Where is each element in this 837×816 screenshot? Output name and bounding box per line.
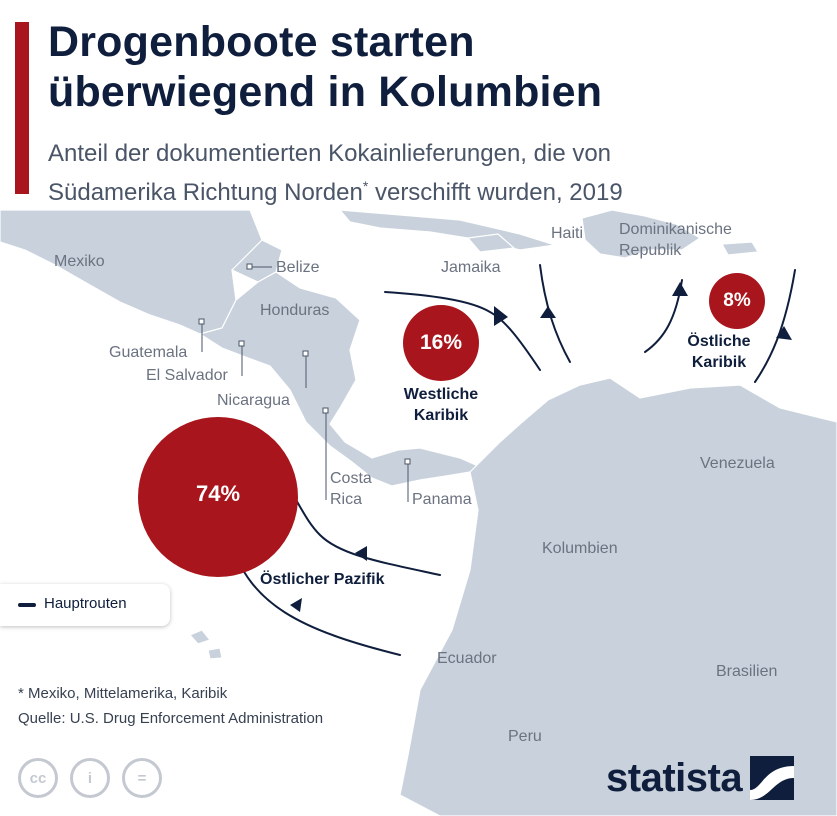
map: Mexiko Belize Honduras Guatemala El Salv… (0, 210, 837, 816)
label-nicaragua: Nicaragua (217, 392, 290, 409)
label-dominikanische: Dominikanische (619, 221, 732, 238)
label-honduras: Honduras (260, 302, 330, 319)
statista-logo-svg (750, 766, 795, 800)
page-title: Drogenboote starten überwiegend in Kolum… (48, 17, 828, 117)
land-galapagos-2 (207, 647, 223, 660)
label-peru: Peru (508, 728, 542, 745)
by-icon[interactable]: i (70, 758, 110, 798)
marker-panama (404, 458, 411, 465)
statista-brand[interactable]: statista (606, 752, 795, 804)
land-jamaica (466, 233, 516, 253)
legend-route-swatch (18, 603, 36, 607)
marker-nicaragua (302, 350, 309, 357)
statista-logo-icon (750, 756, 795, 800)
route-pacific-2 (287, 487, 441, 576)
marker-belize (246, 263, 253, 270)
land-puerto-rico (721, 241, 760, 256)
bubble-oestliche-karibik: 8% (709, 273, 765, 329)
label-panama: Panama (412, 491, 472, 508)
label-route-karibik-west: Karibik (413, 407, 469, 424)
land-mexico (0, 210, 263, 335)
title-line-1: Drogenboote starten (48, 18, 475, 66)
footnote: * Mexiko, Mittelamerika, Karibik (18, 685, 228, 702)
map-svg (0, 210, 837, 816)
arrow-east-caribbean-1 (672, 282, 688, 296)
title-line-2: überwiegend in Kolumbien (48, 68, 603, 116)
header: Drogenboote starten überwiegend in Kolum… (0, 0, 837, 210)
subtitle-line-2: Südamerika Richtung Norden* verschifft w… (48, 170, 828, 209)
bubble-oestlicher-pazifik: 74% (138, 417, 298, 577)
bubble-westliche-karibik: 16% (403, 305, 479, 381)
brand-name: statista (606, 755, 743, 800)
logo-wave (750, 766, 795, 800)
legend: Hauptrouten (0, 584, 170, 626)
label-republik: Republik (619, 242, 682, 259)
legend-label: Hauptrouten (44, 595, 127, 612)
label-jamaika: Jamaika (441, 259, 501, 276)
label-costa-rica-1: Costa (330, 470, 372, 487)
accent-bar (15, 22, 29, 194)
route-east-caribbean-2 (754, 269, 796, 383)
by-icon-label: i (87, 769, 93, 787)
label-ecuador: Ecuador (437, 650, 497, 667)
nd-icon[interactable]: = (122, 758, 162, 798)
subtitle-line-2b: verschifft wurden, 2019 (368, 179, 623, 206)
label-route-oestlicher-pazifik: Östlicher Pazifik (260, 571, 385, 588)
marker-costa-rica (322, 407, 329, 414)
arrow-west-caribbean (494, 306, 508, 326)
label-el-salvador: El Salvador (146, 367, 228, 384)
arrow-pacific-1 (290, 598, 302, 612)
label-kolumbien: Kolumbien (542, 540, 618, 557)
label-route-oestliche: Östliche (687, 333, 751, 350)
arrow-east-caribbean-2 (776, 326, 792, 340)
label-brasilien: Brasilien (716, 663, 778, 680)
land-south-america (399, 377, 837, 816)
arrow-pacific-2 (355, 546, 367, 561)
label-route-karibik-ost: Karibik (691, 354, 747, 371)
subtitle-line-1: Anteil der dokumentierten Kokainlieferun… (48, 140, 612, 167)
label-leaders (198, 263, 411, 502)
label-venezuela: Venezuela (700, 455, 775, 472)
nd-icon-label: = (137, 769, 147, 787)
label-belize: Belize (276, 259, 320, 276)
source: Quelle: U.S. Drug Enforcement Administra… (18, 710, 324, 727)
subtitle-line-2a: Südamerika Richtung Norden (48, 179, 363, 206)
arrow-caribbean-2 (540, 306, 556, 318)
land-galapagos-1 (188, 629, 212, 645)
share-oestliche-karibik: 8% (723, 290, 751, 311)
label-haiti: Haiti (551, 225, 584, 242)
route-lines (229, 264, 796, 656)
label-mexiko: Mexiko (54, 253, 105, 270)
label-route-westliche: Westliche (403, 386, 479, 403)
marker-el-salvador (238, 340, 245, 347)
land-central-america (198, 271, 480, 487)
land-masses (0, 210, 837, 816)
cc-icon-label: cc (29, 769, 47, 787)
land-cuba (339, 210, 556, 251)
subtitle-footnote-mark: * (362, 178, 369, 194)
marker-guatemala (198, 318, 205, 325)
land-yucatan (230, 239, 283, 283)
label-guatemala: Guatemala (109, 344, 188, 361)
share-oestlicher-pazifik: 74% (195, 481, 241, 506)
share-westliche-karibik: 16% (419, 331, 463, 354)
land-hispaniola (581, 210, 702, 259)
page-subtitle: Anteil der dokumentierten Kokainlieferun… (48, 138, 828, 209)
cc-icon[interactable]: cc (18, 758, 58, 798)
label-costa-rica-2: Rica (330, 491, 363, 508)
route-arrowheads (290, 282, 792, 612)
route-west-caribbean (384, 291, 541, 371)
route-caribbean-2 (539, 264, 571, 363)
